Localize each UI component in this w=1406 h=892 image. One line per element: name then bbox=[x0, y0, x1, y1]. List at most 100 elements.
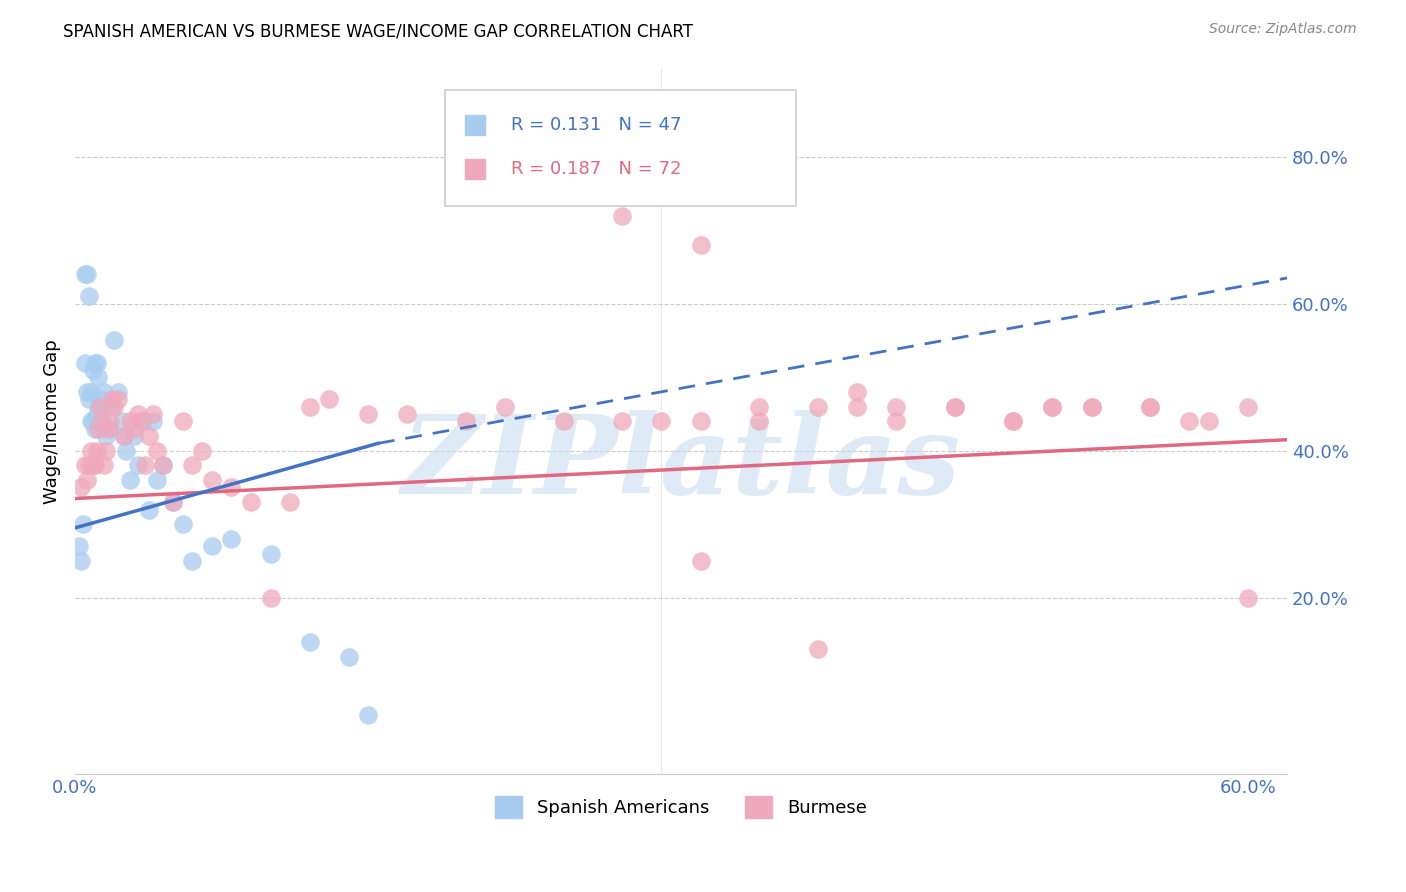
Point bbox=[239, 495, 262, 509]
Point bbox=[846, 384, 869, 399]
Point bbox=[807, 400, 830, 414]
Point bbox=[191, 443, 214, 458]
Point bbox=[127, 458, 149, 473]
Point bbox=[1198, 414, 1220, 428]
Point bbox=[86, 355, 108, 369]
Point bbox=[73, 458, 96, 473]
Point bbox=[1042, 400, 1064, 414]
Point bbox=[201, 539, 224, 553]
Point bbox=[127, 407, 149, 421]
Point bbox=[115, 443, 138, 458]
Point bbox=[181, 554, 204, 568]
Point bbox=[221, 532, 243, 546]
FancyBboxPatch shape bbox=[444, 90, 796, 206]
Point bbox=[748, 400, 770, 414]
Point bbox=[181, 458, 204, 473]
Point bbox=[107, 392, 129, 407]
Text: R = 0.131   N = 47: R = 0.131 N = 47 bbox=[512, 116, 682, 134]
Point bbox=[82, 458, 104, 473]
Text: R = 0.187   N = 72: R = 0.187 N = 72 bbox=[512, 161, 682, 178]
Point bbox=[103, 400, 125, 414]
Point bbox=[67, 539, 90, 553]
Point bbox=[1237, 591, 1260, 605]
Point bbox=[1080, 400, 1102, 414]
Point bbox=[1178, 414, 1201, 428]
Point bbox=[884, 414, 907, 428]
Point bbox=[83, 355, 105, 369]
Point bbox=[134, 458, 156, 473]
Point bbox=[89, 400, 111, 414]
Point bbox=[298, 635, 321, 649]
Point bbox=[172, 517, 194, 532]
Point bbox=[259, 591, 281, 605]
Point bbox=[77, 289, 100, 303]
Legend: Spanish Americans, Burmese: Spanish Americans, Burmese bbox=[488, 789, 875, 825]
Point bbox=[454, 414, 477, 428]
Point bbox=[337, 649, 360, 664]
Point bbox=[1080, 400, 1102, 414]
Point bbox=[846, 400, 869, 414]
Point bbox=[494, 400, 516, 414]
Point bbox=[689, 238, 711, 252]
Point bbox=[1002, 414, 1025, 428]
Point bbox=[142, 414, 165, 428]
Point bbox=[146, 443, 169, 458]
Point bbox=[122, 429, 145, 443]
Point bbox=[162, 495, 184, 509]
Text: Source: ZipAtlas.com: Source: ZipAtlas.com bbox=[1209, 22, 1357, 37]
Point bbox=[107, 384, 129, 399]
Point bbox=[73, 268, 96, 282]
Point bbox=[884, 400, 907, 414]
Point bbox=[93, 458, 115, 473]
Point bbox=[221, 480, 243, 494]
Point bbox=[103, 334, 125, 348]
Point bbox=[138, 502, 160, 516]
Point bbox=[689, 554, 711, 568]
Point bbox=[142, 407, 165, 421]
Point bbox=[86, 407, 108, 421]
Point bbox=[87, 400, 110, 414]
Point bbox=[357, 407, 380, 421]
Point bbox=[93, 384, 115, 399]
Point bbox=[76, 473, 98, 487]
Point bbox=[101, 392, 124, 407]
Point bbox=[1139, 400, 1161, 414]
Point bbox=[131, 414, 153, 428]
Point bbox=[201, 473, 224, 487]
Point bbox=[807, 642, 830, 657]
Point bbox=[77, 458, 100, 473]
Point bbox=[82, 414, 104, 428]
Point bbox=[1139, 400, 1161, 414]
Point bbox=[259, 547, 281, 561]
Point bbox=[96, 429, 118, 443]
Text: SPANISH AMERICAN VS BURMESE WAGE/INCOME GAP CORRELATION CHART: SPANISH AMERICAN VS BURMESE WAGE/INCOME … bbox=[63, 22, 693, 40]
Point bbox=[79, 414, 101, 428]
Point bbox=[650, 414, 672, 428]
Point bbox=[73, 355, 96, 369]
Point bbox=[943, 400, 966, 414]
Point bbox=[79, 384, 101, 399]
Point bbox=[612, 209, 634, 223]
Point bbox=[111, 414, 134, 428]
Point bbox=[152, 458, 174, 473]
Point bbox=[83, 458, 105, 473]
Point bbox=[72, 517, 94, 532]
Point bbox=[132, 414, 155, 428]
Point bbox=[278, 495, 301, 509]
Point bbox=[76, 384, 98, 399]
Point bbox=[77, 392, 100, 407]
Point bbox=[146, 473, 169, 487]
Point bbox=[298, 400, 321, 414]
Text: ZIPlatlas: ZIPlatlas bbox=[402, 410, 960, 517]
Point bbox=[98, 422, 121, 436]
Point bbox=[79, 443, 101, 458]
Point bbox=[112, 429, 135, 443]
Point bbox=[70, 554, 93, 568]
Point bbox=[112, 429, 135, 443]
Point bbox=[1042, 400, 1064, 414]
Point bbox=[118, 473, 141, 487]
Point bbox=[118, 414, 141, 428]
Point bbox=[748, 414, 770, 428]
Point bbox=[87, 370, 110, 384]
Point bbox=[553, 414, 575, 428]
